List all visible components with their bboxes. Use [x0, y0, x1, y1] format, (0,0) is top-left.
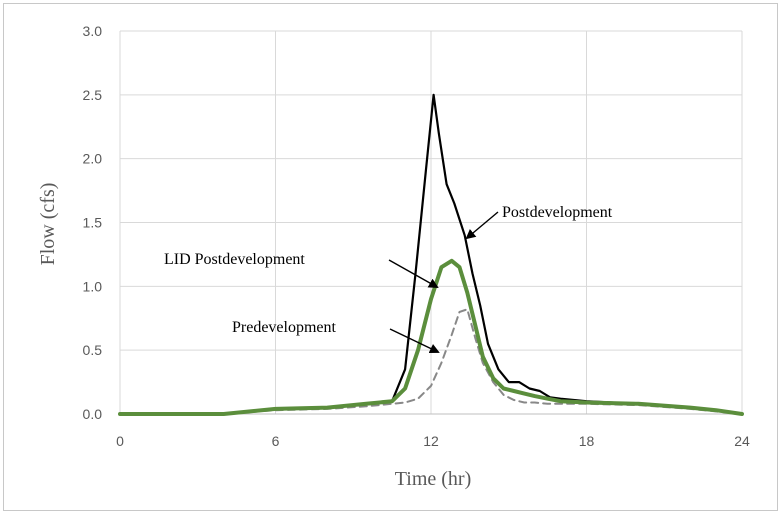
y-axis-title: Flow (cfs) — [37, 183, 59, 266]
arrow-postdevelopment — [465, 211, 499, 240]
annotation-predevelopment: Predevelopment — [232, 319, 337, 336]
x-tick-label: 0 — [116, 433, 124, 449]
y-tick-label: 3.0 — [83, 23, 103, 39]
y-tick-label: 1.5 — [83, 215, 103, 231]
x-tick-label: 24 — [734, 433, 750, 449]
x-axis-title: Time (hr) — [395, 468, 471, 490]
y-tick-label: 2.5 — [83, 87, 103, 103]
y-tick-label: 0.0 — [83, 406, 103, 422]
x-tick-label: 18 — [579, 433, 595, 449]
arrow-lid-postdevelopment — [388, 259, 439, 288]
y-tick-label: 1.0 — [83, 278, 103, 294]
annotations: Postdevelopment LID Postdevelopment Pred… — [164, 204, 613, 354]
y-tick-label: 0.5 — [83, 342, 103, 358]
arrow-predevelopment — [389, 328, 440, 354]
flow-chart: 0.00.51.01.52.02.53.00 6 12 18 24 Time (hr) … — [37, 23, 750, 490]
series-line-predevelopment — [119, 308, 743, 415]
y-tick-label: 2.0 — [83, 151, 103, 167]
chart-frame: 0.0 0.5 1.0 1.5 2.0 2.5 3.0 0 6 12 18 24 Time (hr) … — [3, 3, 778, 511]
annotation-postdevelopment: Postdevelopment — [502, 204, 613, 221]
series-lines — [118, 93, 744, 416]
x-tick-label: 12 — [423, 433, 439, 449]
tick-labels: 0.0 0.5 1.0 1.5 2.0 2.5 3.0 0 6 12 18 24 — [83, 23, 750, 449]
gridlines — [119, 30, 743, 415]
x-tick-label: 6 — [272, 433, 280, 449]
series-line-lid-postdevelopment — [118, 258, 744, 416]
annotation-lid-postdevelopment: LID Postdevelopment — [164, 251, 305, 268]
